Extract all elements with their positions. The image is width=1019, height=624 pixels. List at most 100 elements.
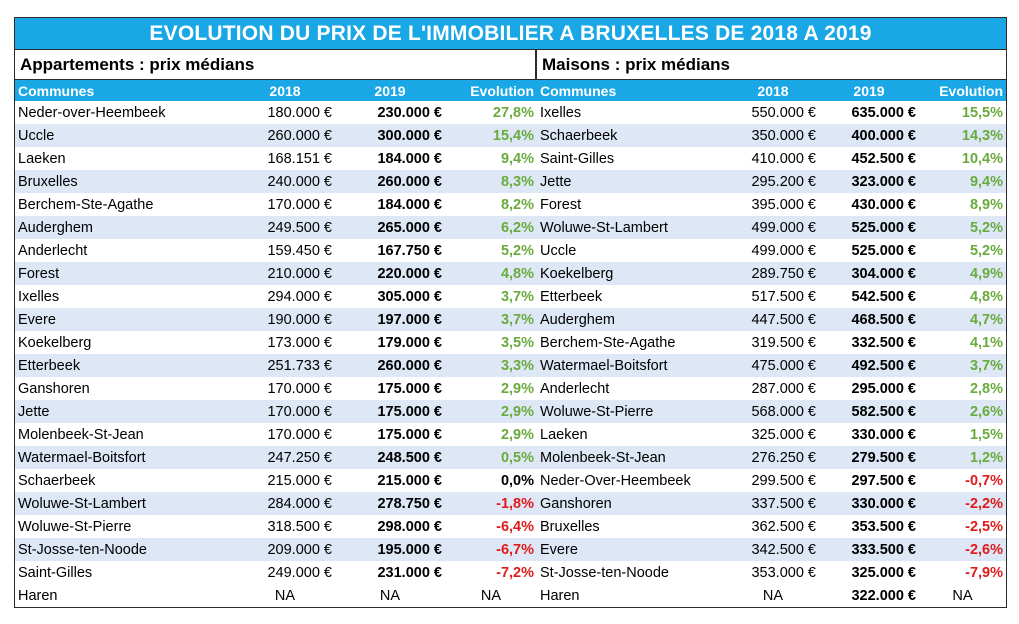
col-communes: Communes xyxy=(15,80,235,101)
commune-cell: St-Josse-ten-Noode xyxy=(15,538,235,561)
price-2019-cell: NA xyxy=(335,584,445,607)
evolution-cell: 8,2% xyxy=(445,193,537,216)
price-2019-cell: 298.000 € xyxy=(335,515,445,538)
price-2018-cell: 170.000 € xyxy=(235,377,335,400)
appartements-table: Communes 2018 2019 Evolution Neder-over-… xyxy=(15,80,537,607)
commune-cell: Haren xyxy=(537,584,727,607)
table-row: Laeken 168.151 €184.000 €9,4% xyxy=(15,147,537,170)
price-2019-cell: 353.500 € xyxy=(819,515,919,538)
table-row: Koekelberg 173.000 €179.000 €3,5% xyxy=(15,331,537,354)
commune-cell: St-Josse-ten-Noode xyxy=(537,561,727,584)
commune-cell: Anderlecht xyxy=(15,239,235,262)
evolution-cell: 5,2% xyxy=(919,239,1006,262)
price-2018-cell: 240.000 € xyxy=(235,170,335,193)
table-row: Laeken 325.000 €330.000 €1,5% xyxy=(537,423,1006,446)
price-2018-cell: 353.000 € xyxy=(727,561,819,584)
price-2019-cell: 468.500 € xyxy=(819,308,919,331)
commune-cell: Etterbeek xyxy=(537,285,727,308)
price-2019-cell: 400.000 € xyxy=(819,124,919,147)
price-2019-cell: 305.000 € xyxy=(335,285,445,308)
commune-cell: Etterbeek xyxy=(15,354,235,377)
commune-cell: Auderghem xyxy=(537,308,727,331)
price-2019-cell: 175.000 € xyxy=(335,377,445,400)
price-2019-cell: 197.000 € xyxy=(335,308,445,331)
panels: Appartements : prix médians Communes 201… xyxy=(15,50,1006,607)
commune-cell: Bruxelles xyxy=(15,170,235,193)
price-2019-cell: 260.000 € xyxy=(335,170,445,193)
evolution-cell: 4,1% xyxy=(919,331,1006,354)
commune-cell: Koekelberg xyxy=(15,331,235,354)
evolution-cell: NA xyxy=(919,584,1006,607)
price-2018-cell: 499.000 € xyxy=(727,216,819,239)
table-row: Bruxelles 362.500 €353.500 € -2,5% xyxy=(537,515,1006,538)
evolution-cell: 2,9% xyxy=(445,423,537,446)
table-row: Woluwe-St-Pierre 318.500 €298.000 € -6,4% xyxy=(15,515,537,538)
price-2018-cell: 251.733 € xyxy=(235,354,335,377)
table-row: Berchem-Ste-Agathe 319.500 €332.500 €4,1% xyxy=(537,331,1006,354)
price-2019-cell: 279.500 € xyxy=(819,446,919,469)
evolution-cell: 3,7% xyxy=(919,354,1006,377)
evolution-cell: 2,9% xyxy=(445,400,537,423)
evolution-cell: -6,4% xyxy=(445,515,537,538)
evolution-cell: 4,7% xyxy=(919,308,1006,331)
appartements-header-row: Communes 2018 2019 Evolution xyxy=(15,80,537,101)
price-2019-cell: 231.000 € xyxy=(335,561,445,584)
price-2018-cell: 319.500 € xyxy=(727,331,819,354)
commune-cell: Auderghem xyxy=(15,216,235,239)
price-2018-cell: 289.750 € xyxy=(727,262,819,285)
evolution-cell: -2,5% xyxy=(919,515,1006,538)
maisons-panel: Maisons : prix médians Communes 2018 201… xyxy=(537,50,1006,607)
price-2019-cell: 175.000 € xyxy=(335,400,445,423)
table-row: Haren NA NA NA xyxy=(15,584,537,607)
price-2019-cell: 325.000 € xyxy=(819,561,919,584)
price-2018-cell: 342.500 € xyxy=(727,538,819,561)
evolution-cell: 9,4% xyxy=(445,147,537,170)
evolution-cell: 1,2% xyxy=(919,446,1006,469)
table-row: Berchem-Ste-Agathe 170.000 €184.000 €8,2% xyxy=(15,193,537,216)
table-row: Saint-Gilles 249.000 €231.000 € -7,2% xyxy=(15,561,537,584)
maisons-heading: Maisons : prix médians xyxy=(537,50,1006,80)
price-2018-cell: 295.200 € xyxy=(727,170,819,193)
price-2019-cell: 304.000 € xyxy=(819,262,919,285)
evolution-cell: 2,9% xyxy=(445,377,537,400)
table-row: Ixelles 550.000 €635.000 €15,5% xyxy=(537,101,1006,124)
commune-cell: Berchem-Ste-Agathe xyxy=(537,331,727,354)
evolution-cell: 27,8% xyxy=(445,101,537,124)
table-row: Anderlecht 159.450 €167.750 €5,2% xyxy=(15,239,537,262)
col-2019: 2019 xyxy=(335,80,445,101)
commune-cell: Evere xyxy=(537,538,727,561)
price-2019-cell: 230.000 € xyxy=(335,101,445,124)
table-row: Schaerbeek 215.000 €215.000 €0,0% xyxy=(15,469,537,492)
price-2018-cell: 190.000 € xyxy=(235,308,335,331)
table-row: Haren NA 322.000 € NA xyxy=(537,584,1006,607)
evolution-cell: NA xyxy=(445,584,537,607)
price-2019-cell: 330.000 € xyxy=(819,423,919,446)
evolution-cell: 8,3% xyxy=(445,170,537,193)
table-row: Neder-Over-Heembeek 299.500 €297.500 € -0,… xyxy=(537,469,1006,492)
price-2019-cell: 175.000 € xyxy=(335,423,445,446)
price-2018-cell: 276.250 € xyxy=(727,446,819,469)
commune-cell: Jette xyxy=(537,170,727,193)
price-2019-cell: 525.000 € xyxy=(819,239,919,262)
sheet-title: EVOLUTION DU PRIX DE L'IMMOBILIER A BRUX… xyxy=(15,18,1006,50)
evolution-cell: 5,2% xyxy=(445,239,537,262)
evolution-cell: -6,7% xyxy=(445,538,537,561)
price-2018-cell: 318.500 € xyxy=(235,515,335,538)
commune-cell: Neder-over-Heembeek xyxy=(15,101,235,124)
table-row: Ganshoren 337.500 €330.000 € -2,2% xyxy=(537,492,1006,515)
table-row: St-Josse-ten-Noode 353.000 €325.000 € -7,9… xyxy=(537,561,1006,584)
table-row: Forest 395.000 €430.000 €8,9% xyxy=(537,193,1006,216)
price-2019-cell: 492.500 € xyxy=(819,354,919,377)
table-row: Watermael-Boitsfort 247.250 €248.500 €0,5… xyxy=(15,446,537,469)
table-row: Molenbeek-St-Jean 170.000 €175.000 €2,9% xyxy=(15,423,537,446)
evolution-cell: 6,2% xyxy=(445,216,537,239)
table-row: Auderghem 447.500 €468.500 €4,7% xyxy=(537,308,1006,331)
price-2019-cell: 167.750 € xyxy=(335,239,445,262)
evolution-cell: 3,5% xyxy=(445,331,537,354)
table-row: Evere 190.000 €197.000 €3,7% xyxy=(15,308,537,331)
price-2018-cell: 337.500 € xyxy=(727,492,819,515)
price-2018-cell: 209.000 € xyxy=(235,538,335,561)
commune-cell: Saint-Gilles xyxy=(537,147,727,170)
commune-cell: Ganshoren xyxy=(537,492,727,515)
table-row: Molenbeek-St-Jean 276.250 €279.500 €1,2% xyxy=(537,446,1006,469)
